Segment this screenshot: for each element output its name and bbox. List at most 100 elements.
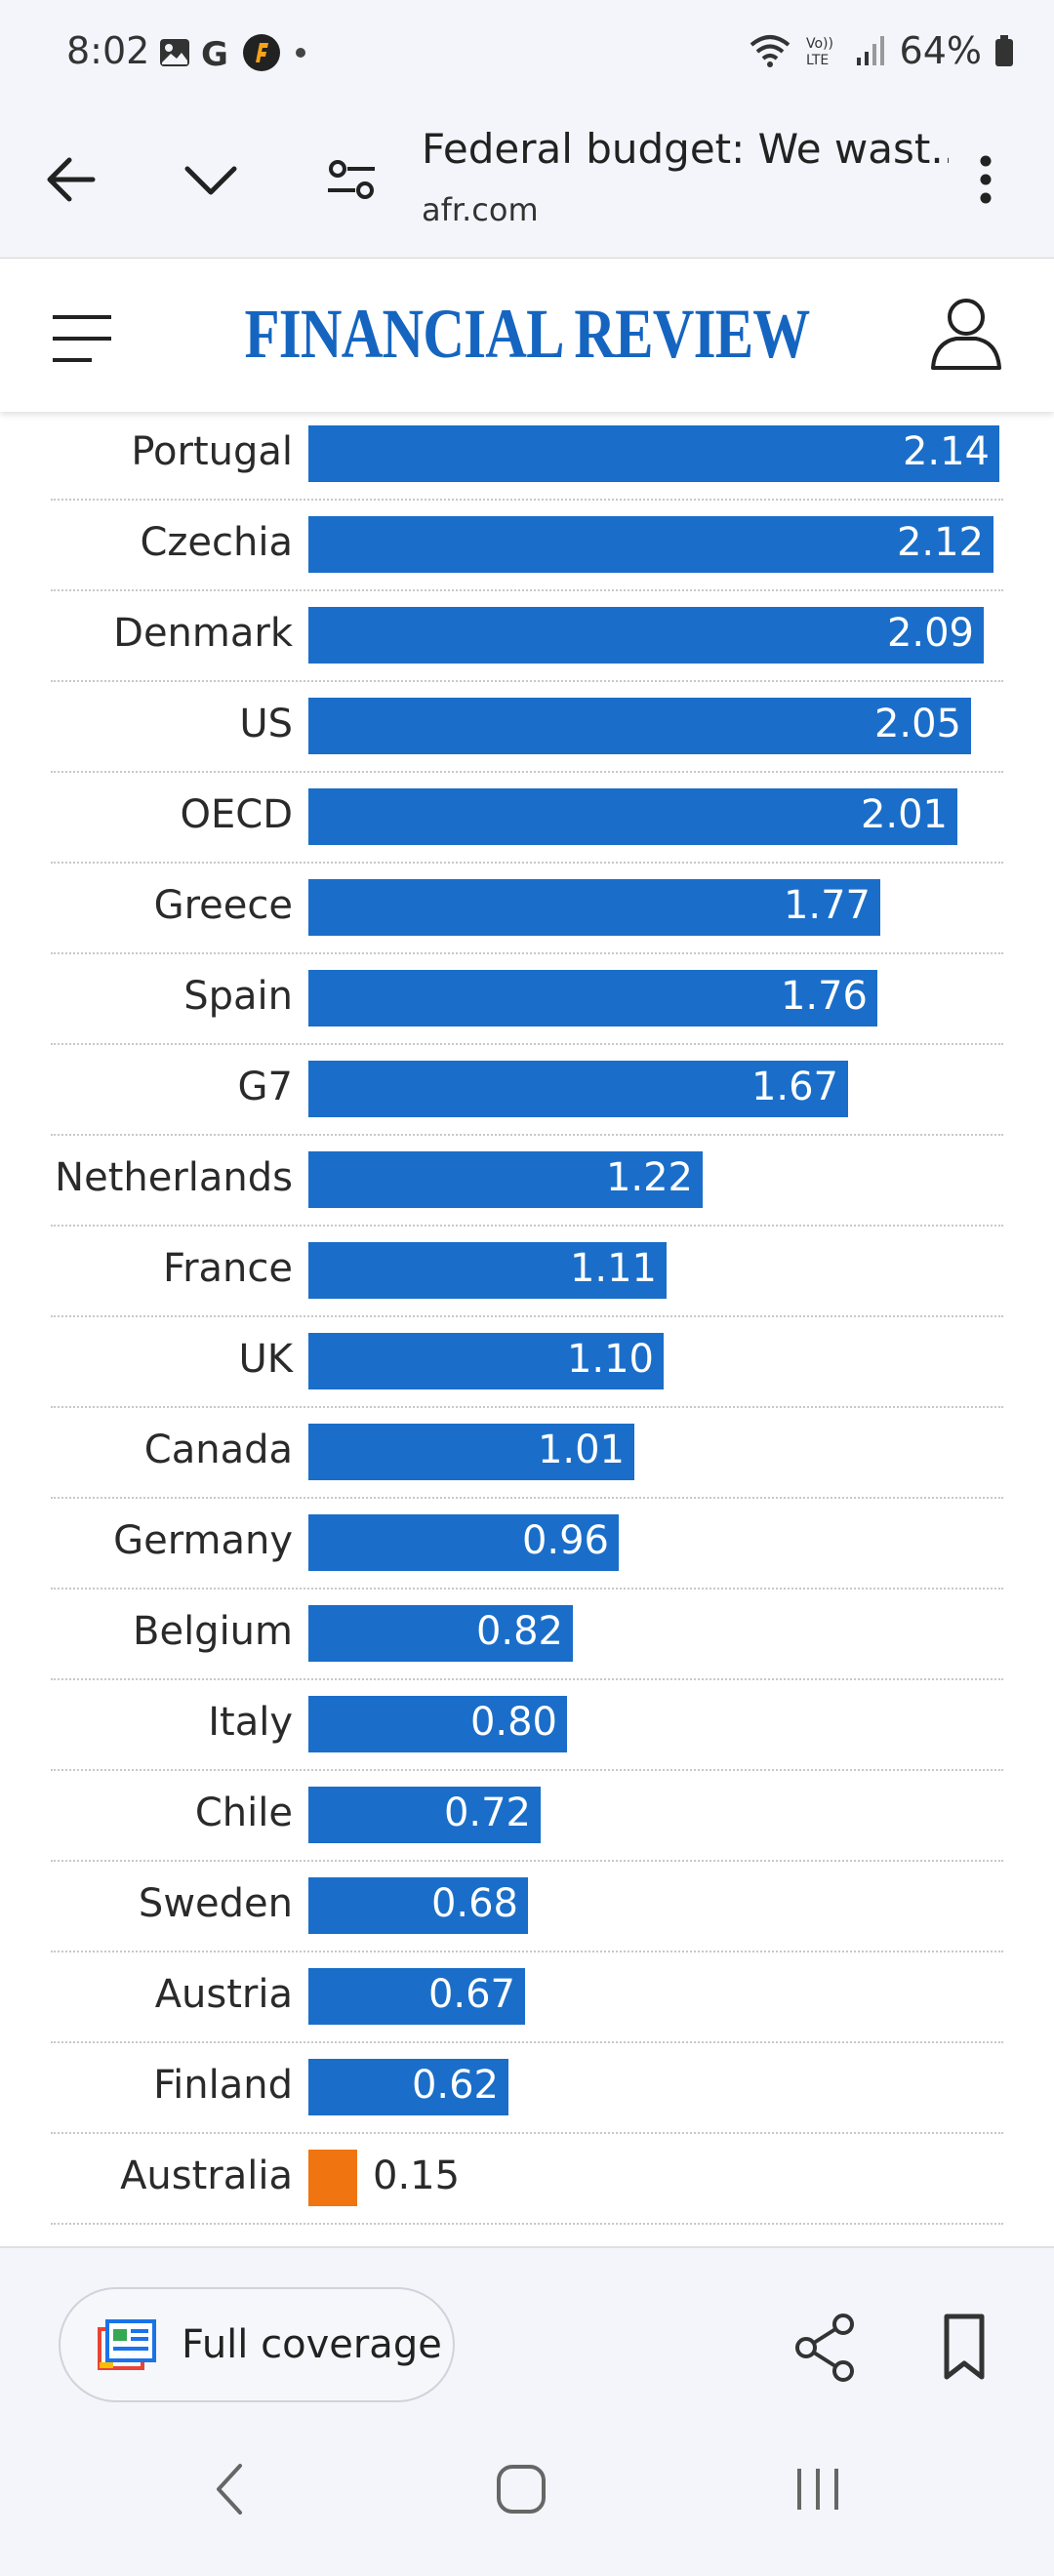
arrow-left-icon <box>47 157 96 202</box>
bar-mark <box>308 1877 528 1934</box>
wifi-icon <box>750 35 790 67</box>
bar-mark <box>308 1787 541 1843</box>
system-recents-button[interactable] <box>769 2445 867 2533</box>
bar-mark <box>308 698 971 754</box>
chart-row: Czechia 2.12 <box>51 501 1003 591</box>
value-label: 1.76 <box>780 974 868 1019</box>
category-label: Chile <box>194 1791 293 1835</box>
browser-toolbar: Federal budget: We wast... afr.com <box>0 109 1054 258</box>
value-label: 0.72 <box>443 1791 531 1835</box>
chart-row: Chile 0.72 <box>51 1771 1003 1862</box>
chevron-left-icon <box>217 2464 242 2515</box>
back-button[interactable] <box>31 141 109 219</box>
chart-row: Germany 0.96 <box>51 1499 1003 1590</box>
value-label: 0.80 <box>469 1700 557 1745</box>
hamburger-icon <box>53 315 111 362</box>
value-label: 1.77 <box>783 883 871 928</box>
bar-mark <box>308 516 993 573</box>
bar-mark <box>308 1333 664 1389</box>
bar-mark <box>308 425 999 482</box>
category-label: Australia <box>120 2153 293 2198</box>
bar-mark <box>308 1696 567 1752</box>
user-icon <box>931 299 1001 370</box>
bar-mark <box>308 2059 508 2115</box>
category-label: OECD <box>180 792 294 837</box>
account-button[interactable] <box>929 294 1003 372</box>
site-menu-button[interactable] <box>49 309 117 368</box>
chart-row: Spain 1.76 <box>51 954 1003 1045</box>
value-label: 2.09 <box>886 611 974 656</box>
status-time: 8:02 <box>66 29 150 72</box>
bar-chart: Portugal 2.14 Czechia 2.12 Denmark 2.09 US 2.05… <box>0 412 1054 2246</box>
share-button[interactable] <box>787 2309 865 2387</box>
full-coverage-button[interactable]: Full coverage <box>59 2287 455 2402</box>
browser-menu-button[interactable] <box>947 141 1025 219</box>
bar-mark <box>308 788 957 845</box>
value-label: 1.67 <box>750 1065 838 1109</box>
chart-row: Sweden 0.68 <box>51 1862 1003 1952</box>
share-icon <box>795 2314 854 2382</box>
chart-row: Finland 0.62 <box>51 2043 1003 2134</box>
bar-mark <box>308 1061 848 1117</box>
chart-row: G7 1.67 <box>51 1045 1003 1136</box>
svg-text:LTE: LTE <box>806 53 829 68</box>
value-label: 0.67 <box>427 1972 515 2017</box>
value-label: 2.14 <box>902 429 990 474</box>
value-label: 1.11 <box>569 1246 657 1291</box>
full-coverage-label: Full coverage <box>182 2322 442 2367</box>
value-label: 2.01 <box>860 792 948 837</box>
chart-row: Portugal 2.14 <box>51 412 1003 501</box>
more-notifications-dot-icon <box>296 48 305 58</box>
bar-mark <box>308 1514 619 1571</box>
chart-row: Australia 0.15 <box>51 2134 1003 2225</box>
category-label: US <box>239 702 293 746</box>
value-label: 0.68 <box>430 1881 518 1926</box>
battery-icon <box>995 35 1013 66</box>
value-label: 0.82 <box>475 1609 563 1654</box>
chart-row: Austria 0.67 <box>51 1952 1003 2043</box>
bookmark-icon <box>944 2314 985 2380</box>
status-right: Vo)) LTE 64% <box>748 29 1015 72</box>
full-coverage-icon <box>98 2319 156 2370</box>
category-label: UK <box>238 1337 293 1382</box>
category-label: Spain <box>183 974 293 1019</box>
system-back-button[interactable] <box>180 2445 277 2533</box>
chart-row: Italy 0.80 <box>51 1680 1003 1771</box>
bookmark-button[interactable] <box>929 2309 999 2387</box>
page-url[interactable]: afr.com <box>422 191 539 228</box>
page-title[interactable]: Federal budget: We wast... <box>422 125 949 173</box>
chevron-down-icon <box>184 166 237 195</box>
value-label: 1.01 <box>537 1428 625 1472</box>
bar-mark <box>308 607 984 664</box>
gallery-icon <box>160 39 189 66</box>
value-label: 1.10 <box>566 1337 654 1382</box>
category-label: Belgium <box>133 1609 293 1654</box>
category-label: France <box>162 1246 293 1291</box>
collapse-button[interactable] <box>172 141 250 219</box>
chart-row: Denmark 2.09 <box>51 591 1003 682</box>
category-label: Denmark <box>113 611 293 656</box>
value-label: 0.96 <box>521 1518 609 1563</box>
bar-mark <box>308 1242 667 1299</box>
chart-row: Belgium 0.82 <box>51 1590 1003 1680</box>
value-label: 1.22 <box>605 1155 693 1200</box>
bar-mark <box>308 1968 525 2025</box>
value-label: 2.12 <box>896 520 984 565</box>
svg-text:Vo)): Vo)) <box>806 36 833 52</box>
site-logo[interactable]: FINANCIAL REVIEW <box>244 295 810 373</box>
category-label: Canada <box>143 1428 293 1472</box>
value-label: 0.15 <box>373 2153 461 2198</box>
bar-mark <box>308 1424 634 1480</box>
system-home-button[interactable] <box>472 2445 570 2533</box>
chart-row: OECD 2.01 <box>51 773 1003 864</box>
bar-mark <box>308 1151 703 1208</box>
bar-mark <box>308 970 877 1026</box>
bottom-action-bar: Full coverage <box>0 2246 1054 2406</box>
category-label: Greece <box>153 883 293 928</box>
category-label: Czechia <box>140 520 293 565</box>
google-icon: G <box>201 35 228 70</box>
chart-row: UK 1.10 <box>51 1317 1003 1408</box>
volte-icon: Vo))LTE <box>806 36 833 68</box>
site-settings-button[interactable] <box>312 141 390 219</box>
home-square-icon <box>497 2465 546 2514</box>
